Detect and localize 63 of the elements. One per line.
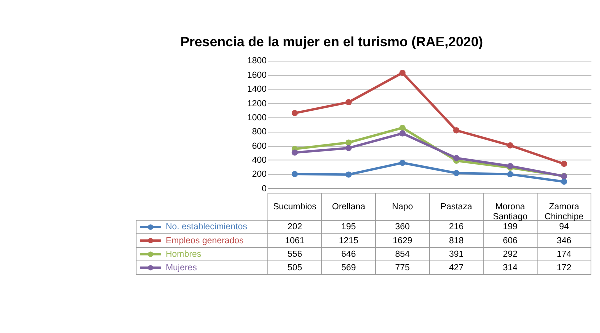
- chart-title: Presencia de la mujer en el turismo (RAE,2020): [180, 34, 484, 50]
- y-tick-label: 400: [252, 155, 267, 166]
- legend-label: Mujeres: [166, 262, 198, 272]
- x-tick-label: Zamora Chinchipe: [544, 201, 584, 222]
- legend-label: No. establecimientos: [166, 222, 248, 232]
- point: [453, 128, 460, 134]
- data-label: 174: [556, 248, 572, 259]
- data-label: 569: [342, 262, 356, 272]
- data-label: 505: [288, 262, 302, 272]
- legend-label: Hombres: [166, 248, 202, 259]
- data-label: 854: [395, 248, 410, 259]
- point: [507, 171, 514, 178]
- point: [292, 150, 298, 156]
- x-tick-label: Morona Santiago: [493, 201, 528, 222]
- point: [507, 142, 514, 149]
- data-label: 818: [449, 235, 464, 246]
- point: [561, 160, 568, 168]
- y-tick-label: 0: [262, 183, 267, 194]
- point: [561, 178, 568, 186]
- data-label: 292: [503, 248, 518, 259]
- x-tick-label: Sucumbios: [273, 201, 318, 212]
- point: [453, 170, 460, 176]
- y-tick-label: 800: [252, 126, 267, 137]
- y-tick-label: 1600: [247, 70, 267, 80]
- data-label: 1061: [285, 235, 305, 246]
- point: [400, 70, 406, 76]
- data-label: 391: [449, 248, 464, 259]
- y-tick-label: 1200: [247, 98, 267, 108]
- legend-label: Empleos generados: [166, 235, 245, 246]
- data-label: 202: [288, 222, 302, 232]
- point: [400, 124, 406, 132]
- data-label: 94: [559, 222, 570, 232]
- point: [400, 130, 406, 137]
- data-label: 427: [449, 262, 464, 272]
- y-tick-label: 600: [252, 140, 267, 151]
- y-tick-label: 200: [252, 169, 267, 180]
- data-label: 360: [395, 222, 410, 232]
- point: [292, 110, 298, 116]
- data-label: 216: [449, 222, 464, 232]
- data-label: 1215: [339, 235, 359, 246]
- data-label: 195: [342, 222, 356, 232]
- point: [400, 160, 406, 166]
- point: [292, 171, 298, 178]
- data-label: 172: [556, 262, 572, 272]
- y-tick-label: 1000: [247, 112, 267, 122]
- y-tick-label: 1400: [247, 84, 267, 94]
- x-tick-label: Orellana: [332, 201, 366, 212]
- data-label: 606: [503, 235, 518, 246]
- x-tick-label: Pastaza: [440, 201, 473, 212]
- data-label: 314: [503, 262, 518, 272]
- data-label: 1629: [392, 235, 413, 246]
- point: [346, 145, 352, 152]
- data-label: 775: [395, 262, 410, 272]
- point: [346, 172, 352, 178]
- point: [346, 99, 352, 106]
- point: [346, 140, 352, 146]
- point: [453, 155, 460, 162]
- x-tick-label: Napo: [392, 201, 414, 212]
- data-label: 199: [503, 222, 518, 232]
- data-label: 556: [288, 248, 302, 259]
- y-tick-label: 1800: [247, 56, 267, 66]
- data-label: 346: [556, 235, 572, 246]
- data-label: 646: [342, 248, 356, 259]
